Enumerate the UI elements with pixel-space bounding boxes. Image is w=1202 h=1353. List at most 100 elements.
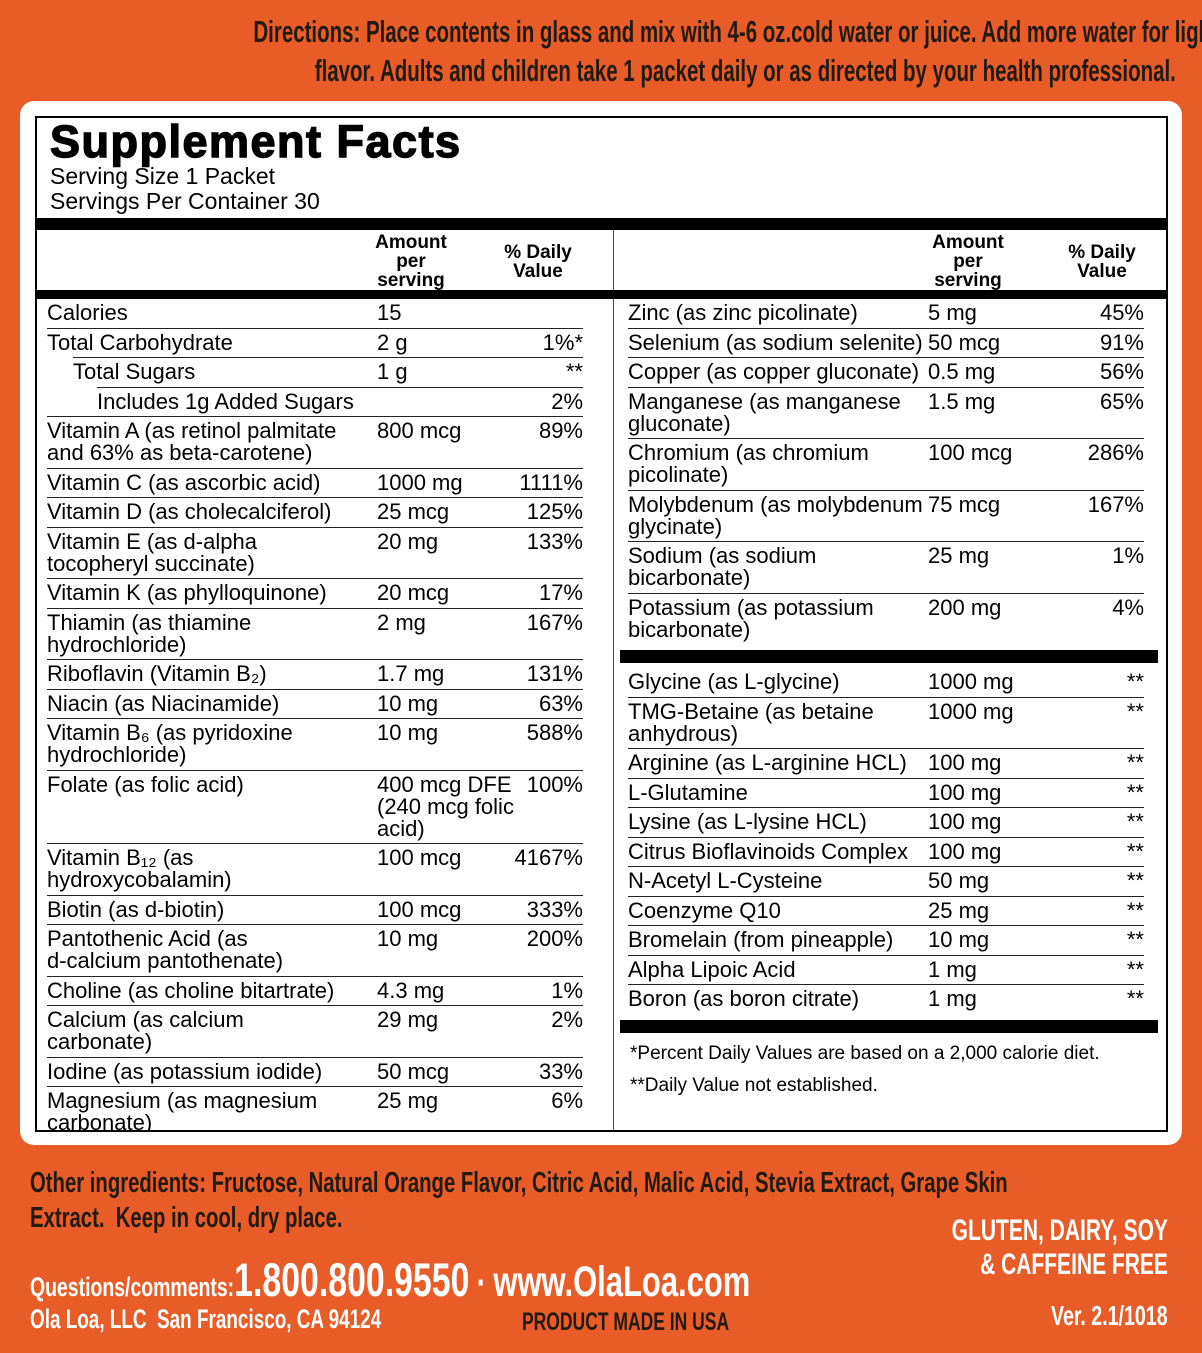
- nutrient-row: Riboflavin (Vitamin B₂) 1.7 mg 131%: [47, 659, 583, 689]
- nutrient-daily-value: **: [1126, 809, 1144, 834]
- nutrient-name: Thiamin (as thiamine hydrochloride): [47, 609, 252, 657]
- nutrient-name: Coenzyme Q10: [628, 897, 781, 923]
- nutrient-row: Alpha Lipoic Acid 1 mg **: [628, 954, 1144, 985]
- nutrient-name: Iodine (as potassium iodide): [47, 1058, 323, 1084]
- nutrient-row: Copper (as copper gluconate) 0.5 mg 56%: [628, 357, 1144, 387]
- nutrient-name: Total Carbohydrate: [47, 329, 233, 355]
- nutrient-daily-value: 1111%: [519, 469, 583, 495]
- nutrient-daily-value: 588%: [526, 720, 583, 745]
- nutrient-row: Bromelain (from pineapple) 10 mg **: [628, 925, 1144, 955]
- nutrient-row: Calcium (as calcium carbonate) 29 mg 2%: [47, 1005, 583, 1057]
- nutrient-daily-value: 6%: [551, 1088, 583, 1113]
- nutrient-amount: 1 g: [377, 359, 408, 384]
- nutrient-amount: 50 mcg: [928, 329, 1001, 355]
- nutrient-row: Chromium (as chromium picolinate) 100 mcg…: [628, 438, 1144, 490]
- nutrient-name: Manganese (as manganese gluconate): [628, 388, 901, 436]
- phone-number: 1.800.800.9550: [234, 1253, 470, 1306]
- nutrient-amount: 50 mg: [928, 868, 990, 893]
- column-headers: Amount per serving % Daily Value Amount …: [37, 230, 1166, 290]
- nutrient-row: Vitamin D (as cholecalciferol) 25 mcg 125%: [47, 497, 583, 527]
- nutrient-name: Vitamin C (as ascorbic acid): [47, 469, 321, 495]
- nutrient-daily-value: 1%: [1112, 543, 1144, 568]
- nutrient-name: Pantothenic Acid (as d-calcium pantothen…: [47, 926, 284, 973]
- nutrient-daily-value: 131%: [526, 661, 583, 686]
- nutrient-daily-value: 200%: [526, 926, 583, 951]
- nutrient-name: Niacin (as Niacinamide): [47, 690, 280, 716]
- nutrient-amount: 2 g: [377, 329, 408, 355]
- nutrient-name: Vitamin D (as cholecalciferol): [47, 499, 332, 524]
- nutrient-daily-value: 4167%: [514, 845, 583, 870]
- nutrient-row: Potassium (as potassium bicarbonate) 200 …: [628, 592, 1144, 645]
- nutrient-row: Arginine (as L-arginine HCL) 100 mg **: [628, 748, 1144, 778]
- nutrient-row: Total Carbohydrate 2 g 1%*: [47, 327, 583, 358]
- nutrient-amount: 100 mg: [928, 779, 1002, 805]
- nutrient-daily-value: 286%: [1087, 440, 1144, 465]
- free-claims-text: GLUTEN, DAIRY, SOY & CAFFEINE FREE: [951, 1214, 1168, 1281]
- nutrient-name: Potassium (as potassium bicarbonate): [628, 594, 874, 642]
- nutrient-daily-value: 91%: [1099, 329, 1144, 355]
- directions-text: Directions: Place contents in glass and …: [0, 12, 1202, 90]
- nutrient-row: Pantothenic Acid (as d-calcium pantothen…: [47, 924, 583, 976]
- nutrient-name: Zinc (as zinc picolinate): [628, 300, 858, 325]
- nutrient-daily-value: **: [1126, 669, 1144, 694]
- footnote-text: **Daily Value not established.: [630, 1074, 878, 1096]
- nutrient-row: Sodium (as sodium bicarbonate) 25 mg 1%: [628, 541, 1144, 593]
- nutrient-amount: 10 mg: [377, 926, 439, 951]
- nutrient-name: Biotin (as d-biotin): [47, 896, 225, 922]
- nutrient-name: Alpha Lipoic Acid: [628, 956, 796, 982]
- nutrient-daily-value: 4%: [1112, 594, 1144, 620]
- nutrient-row: Total Sugars 1 g **: [73, 357, 583, 387]
- nutrient-row: L-Glutamine 100 mg **: [628, 777, 1144, 808]
- nutrient-amount: 25 mcg: [377, 499, 450, 524]
- nutrient-row: Vitamin B₆ (as pyridoxine hydrochloride)…: [47, 718, 583, 770]
- nutrient-amount: 25 mg: [928, 543, 990, 568]
- header-top-bar: [37, 218, 1166, 230]
- amount-per-serving-header-left: Amount per serving: [375, 232, 447, 291]
- nutrient-daily-value: 45%: [1099, 300, 1144, 325]
- nutrient-name: N-Acetyl L-Cysteine: [628, 868, 823, 893]
- nutrient-amount: 4.3 mg: [377, 977, 445, 1003]
- left-column-header: Amount per serving % Daily Value: [37, 230, 613, 290]
- nutrient-amount: 100 mcg: [377, 845, 462, 870]
- nutrient-daily-value: **: [1126, 779, 1144, 805]
- nutrient-name: TMG-Betaine (as betaine anhydrous): [628, 698, 874, 746]
- nutrient-row: Molybdenum (as molybdenum glycinate) 75 m…: [628, 489, 1144, 542]
- nutrient-daily-value: 1%*: [542, 329, 583, 355]
- nutrient-amount: 15: [377, 300, 402, 325]
- nutrient-row: Vitamin K (as phylloquinone) 20 mcg 17%: [47, 578, 583, 608]
- serving-size: Serving Size 1 Packet: [50, 163, 276, 189]
- nutrient-amount: 50 mcg: [377, 1058, 450, 1084]
- nutrient-amount: 100 mg: [928, 809, 1002, 834]
- directions-lines: Directions: Place contents in glass and …: [253, 14, 1202, 88]
- nutrient-name: Chromium (as chromium picolinate): [628, 440, 869, 487]
- nutrient-name: Boron (as boron citrate): [628, 986, 860, 1011]
- nutrient-row: Choline (as choline bitartrate) 4.3 mg 1%: [47, 975, 583, 1006]
- nutrient-amount: 5 mg: [928, 300, 977, 325]
- nutrient-row: Vitamin E (as d-alpha tocopheryl succina…: [47, 526, 583, 579]
- other-ingredients-text: Other ingredients: Fructose, Natural Ora…: [30, 1167, 1008, 1234]
- nutrient-amount: 29 mg: [377, 1007, 439, 1032]
- nutrient-row: Glycine (as L-glycine) 1000 mg **: [628, 668, 1144, 697]
- nutrient-daily-value: 167%: [526, 609, 583, 635]
- nutrient-row: Vitamin C (as ascorbic acid) 1000 mg 1111%: [47, 467, 583, 498]
- nutrient-row: TMG-Betaine (as betaine anhydrous) 1000 m…: [628, 696, 1144, 749]
- nutrient-daily-value: 56%: [1099, 359, 1144, 384]
- supplement-facts-border: Supplement Facts Serving Size 1 Packet S…: [35, 116, 1168, 1132]
- nutrient-name: Sodium (as sodium bicarbonate): [628, 543, 817, 590]
- nutrient-name: Calcium (as calcium carbonate): [47, 1007, 244, 1054]
- nutrient-row: Biotin (as d-biotin) 100 mcg 333%: [47, 894, 583, 925]
- nutrient-daily-value: 63%: [538, 690, 583, 716]
- supplement-facts-panel: Supplement Facts Serving Size 1 Packet S…: [20, 101, 1182, 1145]
- nutrient-amount: 1000 mg: [928, 698, 1014, 724]
- footnote-text: *Percent Daily Values are based on a 2,0…: [630, 1042, 1100, 1064]
- nutrient-daily-value: **: [1126, 868, 1144, 893]
- amount-per-serving-header-right: Amount per serving: [932, 232, 1004, 291]
- section-divider-bar: [620, 1019, 1158, 1033]
- daily-value-header-left: % Daily Value: [504, 242, 572, 282]
- header-bottom-bar: [37, 290, 1166, 299]
- nutrient-name: Vitamin K (as phylloquinone): [47, 580, 327, 605]
- nutrient-amount: 20 mcg: [377, 580, 450, 605]
- left-nutrient-column: Calories 15 Total Carbohydrate 2 g 1%* Total …: [37, 299, 613, 1130]
- nutrient-amount: 1000 mg: [928, 669, 1014, 694]
